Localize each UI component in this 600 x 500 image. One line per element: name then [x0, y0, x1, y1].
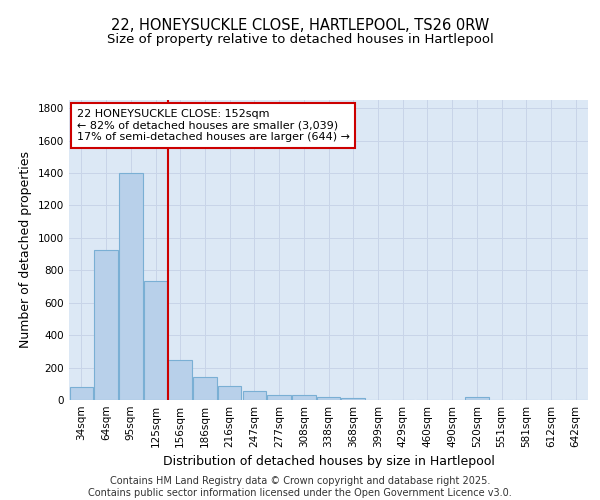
- Bar: [341, 398, 365, 400]
- Bar: [144, 281, 167, 400]
- Bar: [218, 386, 241, 400]
- Bar: [94, 250, 118, 400]
- Text: Contains HM Land Registry data © Crown copyright and database right 2025.
Contai: Contains HM Land Registry data © Crown c…: [88, 476, 512, 498]
- Bar: [119, 173, 143, 400]
- Bar: [268, 394, 291, 400]
- Bar: [169, 360, 192, 400]
- Bar: [193, 378, 217, 400]
- Bar: [242, 391, 266, 400]
- Text: 22 HONEYSUCKLE CLOSE: 152sqm
← 82% of detached houses are smaller (3,039)
17% of: 22 HONEYSUCKLE CLOSE: 152sqm ← 82% of de…: [77, 109, 350, 142]
- Text: 22, HONEYSUCKLE CLOSE, HARTLEPOOL, TS26 0RW: 22, HONEYSUCKLE CLOSE, HARTLEPOOL, TS26 …: [111, 18, 489, 32]
- Bar: [317, 397, 340, 400]
- Bar: [465, 397, 488, 400]
- X-axis label: Distribution of detached houses by size in Hartlepool: Distribution of detached houses by size …: [163, 456, 494, 468]
- Bar: [70, 387, 93, 400]
- Text: Size of property relative to detached houses in Hartlepool: Size of property relative to detached ho…: [107, 32, 493, 46]
- Y-axis label: Number of detached properties: Number of detached properties: [19, 152, 32, 348]
- Bar: [292, 395, 316, 400]
